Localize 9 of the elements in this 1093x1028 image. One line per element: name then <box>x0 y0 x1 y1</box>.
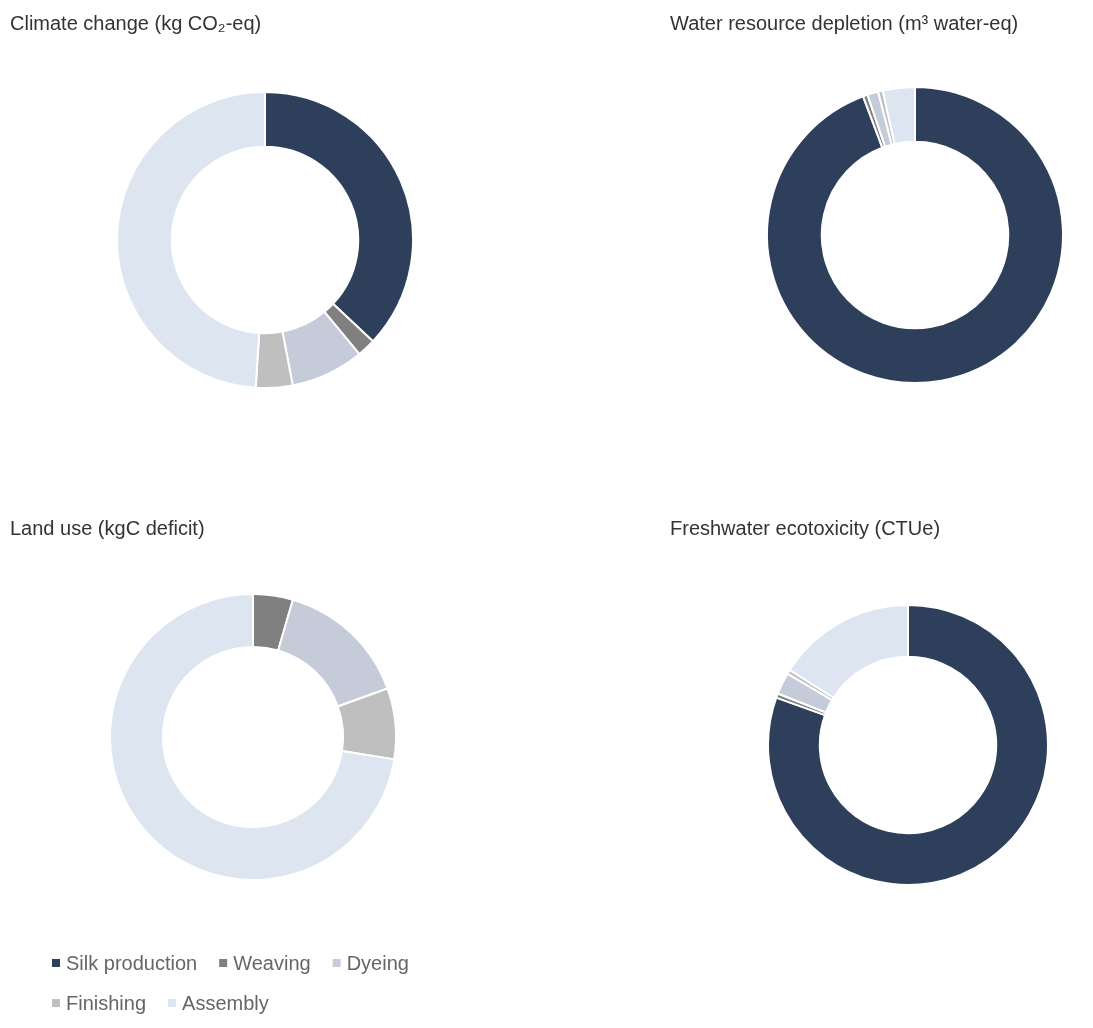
legend-label: Dyeing <box>346 952 409 974</box>
legend-label: Assembly <box>182 992 269 1014</box>
legend-label: Weaving <box>233 952 311 974</box>
legend-label: Finishing <box>66 992 147 1014</box>
chart-title: Freshwater ecotoxicity (CTUe) <box>670 517 941 539</box>
chart-title: Climate change (kg CO₂-eq) <box>10 12 262 34</box>
chart-title: Land use (kgC deficit) <box>10 517 205 539</box>
chart-title: Water resource depletion (m³ water-eq) <box>670 12 1019 34</box>
legend-label: Silk production <box>66 952 198 974</box>
